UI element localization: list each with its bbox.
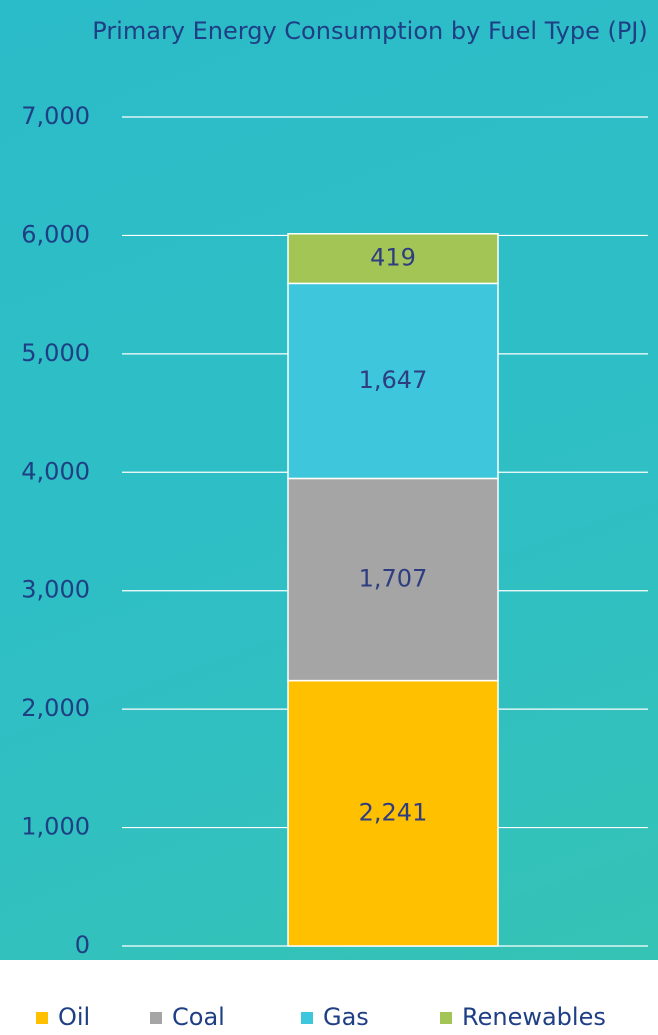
legend-label: Coal: [172, 1003, 225, 1031]
y-tick-label: 4,000: [21, 457, 90, 485]
y-tick-label: 2,000: [21, 694, 90, 722]
legend-swatch: [301, 1012, 313, 1024]
legend-label: Gas: [323, 1003, 369, 1031]
legend-swatch: [150, 1012, 162, 1024]
y-tick-label: 0: [75, 931, 90, 959]
data-label: 1,707: [359, 565, 428, 593]
bar-segment: [287, 282, 499, 480]
data-label: 419: [370, 244, 416, 272]
y-tick-label: 5,000: [21, 339, 90, 367]
legend-swatch: [440, 1012, 452, 1024]
data-label: 2,241: [359, 798, 428, 826]
legend-swatch: [36, 1012, 48, 1024]
bar-segment: [287, 233, 499, 285]
y-tick-label: 6,000: [21, 220, 90, 248]
chart-title: Primary Energy Consumption by Fuel Type …: [92, 17, 648, 45]
legend-label: Renewables: [462, 1003, 606, 1031]
y-tick-label: 1,000: [21, 813, 90, 841]
y-tick-label: 3,000: [21, 576, 90, 604]
data-label: 1,647: [359, 366, 428, 394]
bar-segment: [287, 477, 499, 682]
legend-label: Oil: [58, 1003, 90, 1031]
bar-segment: [287, 679, 499, 947]
y-tick-label: 7,000: [21, 102, 90, 130]
